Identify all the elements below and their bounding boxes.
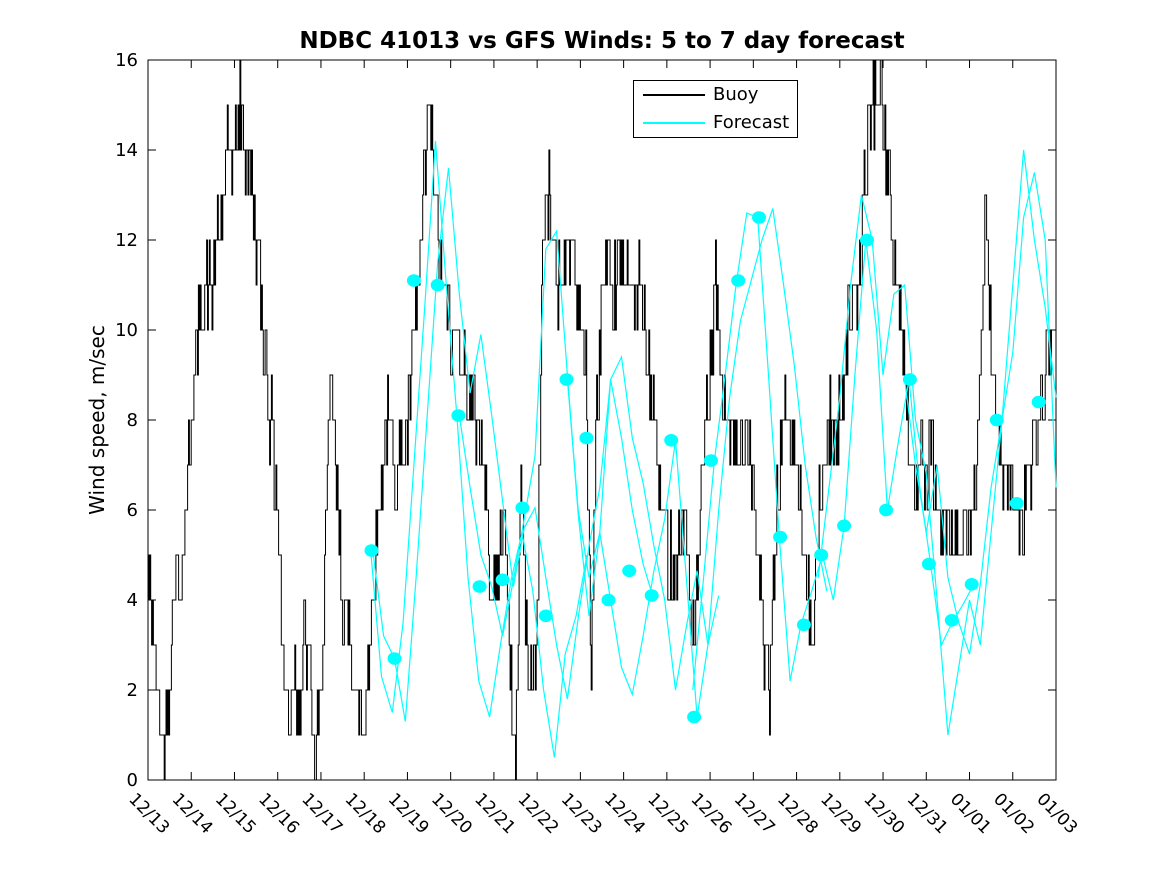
x-tick-label: 12/23 [557,789,606,838]
x-tick-label: 12/20 [427,789,476,838]
forecast-marker [664,434,679,447]
x-tick-label: 12/28 [773,789,822,838]
forecast-line-7 [904,172,1057,655]
forecast-line-1 [370,140,588,758]
forecast-marker [1009,497,1024,510]
buoy-line-swatch-icon [643,94,705,97]
forecast-marker [559,373,574,386]
legend-item-buoy: Buoy [634,82,797,108]
x-tick-label: 12/15 [211,789,260,838]
forecast-marker [601,593,616,607]
x-tick-label: 12/24 [600,789,649,838]
forecast-marker [451,409,466,422]
forecast-line-5 [692,212,975,691]
chart-title: NDBC 41013 vs GFS Winds: 5 to 7 day fore… [299,28,905,54]
y-tick-label: 2 [127,680,138,701]
forecast-marker [579,431,594,445]
forecast-marker [538,609,553,623]
y-tick-label: 4 [127,590,138,611]
forecast-marker [687,710,702,724]
forecast-marker [752,211,766,224]
legend-item-forecast: Forecast [634,110,797,136]
forecast-marker [1031,395,1046,409]
x-tick-label: 12/25 [643,789,692,838]
legend-box: Buoy Forecast [633,80,798,138]
legend-label-forecast: Forecast [713,111,790,133]
forecast-marker [644,589,659,602]
x-tick-label: 01/03 [1032,789,1081,838]
forecast-marker [704,454,718,467]
forecast-marker [796,618,811,632]
forecast-marker [879,503,894,517]
x-tick-label: 12/19 [384,789,433,838]
forecast-line-2 [372,167,655,722]
legend-label-buoy: Buoy [713,84,759,106]
forecast-marker [902,373,917,386]
forecast-marker [515,501,530,515]
forecast-marker [495,573,510,587]
y-tick-label: 6 [127,500,138,521]
forecast-marker [964,578,979,591]
x-tick-label: 12/27 [730,789,779,838]
y-tick-label: 16 [115,50,138,71]
x-tick-label: 12/29 [816,789,865,838]
x-tick-label: 01/02 [989,789,1038,838]
x-tick-label: 12/30 [860,789,909,838]
buoy-line [148,59,1056,781]
y-tick-label: 0 [127,770,138,791]
forecast-marker [989,413,1004,427]
x-tick-label: 12/13 [124,789,173,838]
x-tick-label: 12/31 [903,789,952,838]
y-tick-label: 14 [115,140,138,161]
forecast-marker [622,564,637,578]
x-tick-label: 12/18 [341,789,390,838]
x-tick-label: 12/17 [297,789,346,838]
y-tick-label: 10 [115,320,138,341]
forecast-marker [731,274,746,287]
forecast-line-swatch-icon [643,121,705,124]
y-tick-label: 12 [115,230,138,251]
forecast-marker [837,519,852,533]
forecast-marker [921,557,936,571]
x-tick-label: 01/01 [946,789,995,838]
x-tick-label: 12/14 [168,789,217,838]
forecast-marker [406,274,421,287]
x-tick-label: 12/21 [470,789,519,838]
forecast-marker [472,580,487,593]
x-tick-label: 12/22 [514,789,563,838]
y-axis-label: Wind speed, m/sec [85,325,109,515]
forecast-marker [387,652,402,665]
forecast-line-3 [458,229,720,691]
forecast-marker [364,544,379,557]
x-tick-label: 12/26 [687,789,736,838]
forecast-marker [814,548,829,562]
x-tick-label: 12/16 [254,789,303,838]
forecast-line-6 [817,149,1057,736]
forecast-marker [944,614,959,627]
forecast-marker [773,530,788,544]
forecast-marker [860,233,874,247]
y-tick-label: 8 [127,410,138,431]
forecast-marker [430,278,445,292]
